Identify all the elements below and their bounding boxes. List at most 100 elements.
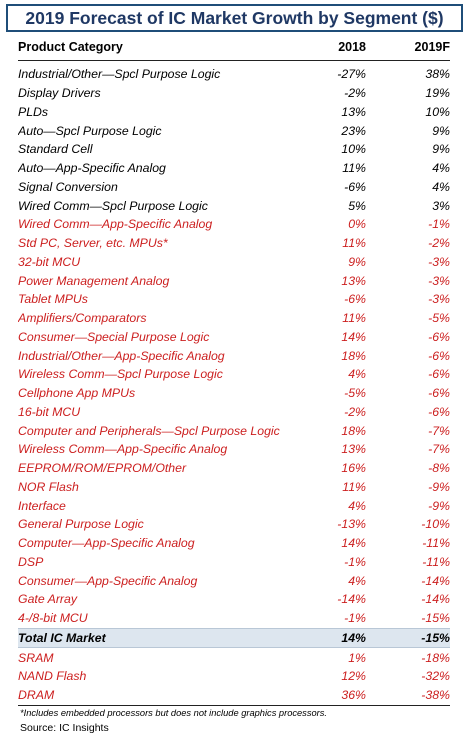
table-row: Industrial/Other—Spcl Purpose Logic -27% 3… (18, 65, 450, 84)
table-row: Cellphone App MPUs -5% -6% (18, 384, 450, 403)
row-value-2018: -2% (344, 404, 366, 419)
row-value-2018: 36% (341, 688, 366, 703)
row-value-2018: -1% (344, 554, 366, 569)
row-value-2019f: -14% (421, 573, 450, 588)
row-category: Wireless Comm—Spcl Purpose Logic (18, 367, 223, 382)
row-category: SRAM (18, 650, 54, 665)
header-2018: 2018 (338, 40, 366, 54)
row-category: Standard Cell (18, 142, 93, 157)
source-note: Source: IC Insights (20, 722, 109, 734)
row-value-2019f: -11% (422, 536, 450, 551)
row-category: Signal Conversion (18, 179, 118, 194)
row-value-2018: 13% (341, 442, 366, 457)
row-value-2018: -5% (344, 386, 366, 401)
row-value-2019f: -14% (421, 592, 450, 607)
row-value-2019f: -8% (428, 461, 450, 476)
row-value-2019f: -38% (421, 688, 450, 703)
table-row: PLDs 13% 10% (18, 103, 450, 122)
row-value-2019f: -15% (421, 630, 450, 645)
row-value-2018: 11% (342, 161, 366, 176)
row-value-2019f: 9% (432, 123, 450, 138)
table-row: Std PC, Server, etc. MPUs* 11% -2% (18, 234, 450, 253)
row-value-2019f: -6% (428, 386, 450, 401)
row-category: Industrial/Other—Spcl Purpose Logic (18, 67, 221, 82)
row-category: 16-bit MCU (18, 404, 81, 419)
table-row: NAND Flash 12% -32% (18, 667, 450, 686)
row-value-2019f: -7% (428, 423, 450, 438)
table-header: Product Category 2018 2019F (18, 34, 450, 61)
row-category: PLDs (18, 104, 49, 119)
header-product-category: Product Category (18, 40, 123, 54)
row-category: Std PC, Server, etc. MPUs* (18, 236, 168, 251)
table-row: Wired Comm—App-Specific Analog 0% -1% (18, 215, 450, 234)
row-category: Amplifiers/Comparators (18, 311, 147, 326)
table-row: Interface 4% -9% (18, 496, 450, 515)
row-value-2019f: -32% (421, 669, 450, 684)
row-value-2019f: -10% (421, 517, 450, 532)
row-value-2019f: 3% (432, 198, 450, 213)
row-value-2019f: 9% (432, 142, 450, 157)
row-category: Power Management Analog (18, 273, 170, 288)
row-category: DSP (18, 554, 44, 569)
table-row: 32-bit MCU 9% -3% (18, 253, 450, 272)
row-value-2018: 1% (348, 650, 366, 665)
row-category: General Purpose Logic (18, 517, 144, 532)
row-value-2019f: -6% (428, 348, 450, 363)
row-value-2018: 18% (341, 423, 366, 438)
table-row: Auto—Spcl Purpose Logic 23% 9% (18, 121, 450, 140)
row-value-2019f: 4% (432, 161, 450, 176)
row-value-2018: 0% (348, 217, 366, 232)
row-value-2019f: 38% (425, 67, 450, 82)
table-row: SRAM 1% -18% (18, 648, 450, 667)
row-value-2018: 14% (341, 536, 366, 551)
row-value-2019f: -11% (422, 554, 450, 569)
table-row: General Purpose Logic -13% -10% (18, 515, 450, 534)
table-row: 16-bit MCU -2% -6% (18, 403, 450, 422)
table-row: DSP -1% -11% (18, 553, 450, 572)
row-category: Consumer—Special Purpose Logic (18, 329, 210, 344)
table-row: 4-/8-bit MCU -1% -15% (18, 609, 450, 628)
row-value-2018: -6% (344, 179, 366, 194)
table-row: Industrial/Other—App-Specific Analog 18% -… (18, 346, 450, 365)
row-value-2019f: -9% (428, 498, 450, 513)
table-row: EEPROM/ROM/EPROM/Other 16% -8% (18, 459, 450, 478)
table-row: Signal Conversion -6% 4% (18, 178, 450, 197)
table-body: Industrial/Other—Spcl Purpose Logic -27% 3… (18, 65, 450, 706)
row-category: EEPROM/ROM/EPROM/Other (18, 461, 187, 476)
row-category: Wired Comm—App-Specific Analog (18, 217, 213, 232)
table-row: Display Drivers -2% 19% (18, 84, 450, 103)
row-value-2019f: -9% (428, 479, 450, 494)
table-row: Gate Array -14% -14% (18, 590, 450, 609)
row-category: Auto—App-Specific Analog (18, 161, 166, 176)
table-row: Tablet MPUs -6% -3% (18, 290, 450, 309)
row-value-2019f: 10% (425, 104, 450, 119)
row-value-2019f: -7% (428, 442, 450, 457)
row-value-2018: 9% (348, 254, 366, 269)
row-value-2019f: -1% (428, 217, 450, 232)
total-row: Total IC Market 14% -15% (18, 627, 450, 649)
row-value-2019f: -3% (428, 254, 450, 269)
row-value-2019f: -2% (428, 236, 450, 251)
row-value-2019f: -6% (428, 367, 450, 382)
table-row: Computer—App-Specific Analog 14% -11% (18, 534, 450, 553)
row-value-2019f: -3% (428, 273, 450, 288)
table-row: Wireless Comm—Spcl Purpose Logic 4% -6% (18, 365, 450, 384)
table-row: Amplifiers/Comparators 11% -5% (18, 309, 450, 328)
row-value-2019f: 19% (425, 86, 450, 101)
row-category: Industrial/Other—App-Specific Analog (18, 348, 225, 363)
row-value-2018: -1% (344, 611, 366, 626)
row-value-2018: 4% (348, 498, 366, 513)
row-category: Tablet MPUs (18, 292, 88, 307)
row-value-2018: 14% (341, 329, 366, 344)
row-category: Wired Comm—Spcl Purpose Logic (18, 198, 208, 213)
row-category: Display Drivers (18, 86, 101, 101)
table-row: Auto—App-Specific Analog 11% 4% (18, 159, 450, 178)
row-category: 4-/8-bit MCU (18, 611, 88, 626)
row-value-2018: 4% (348, 573, 366, 588)
row-value-2018: 11% (342, 311, 366, 326)
row-category: Computer—App-Specific Analog (18, 536, 195, 551)
row-value-2019f: -6% (428, 329, 450, 344)
table-row: Power Management Analog 13% -3% (18, 271, 450, 290)
row-value-2018: 11% (342, 236, 366, 251)
